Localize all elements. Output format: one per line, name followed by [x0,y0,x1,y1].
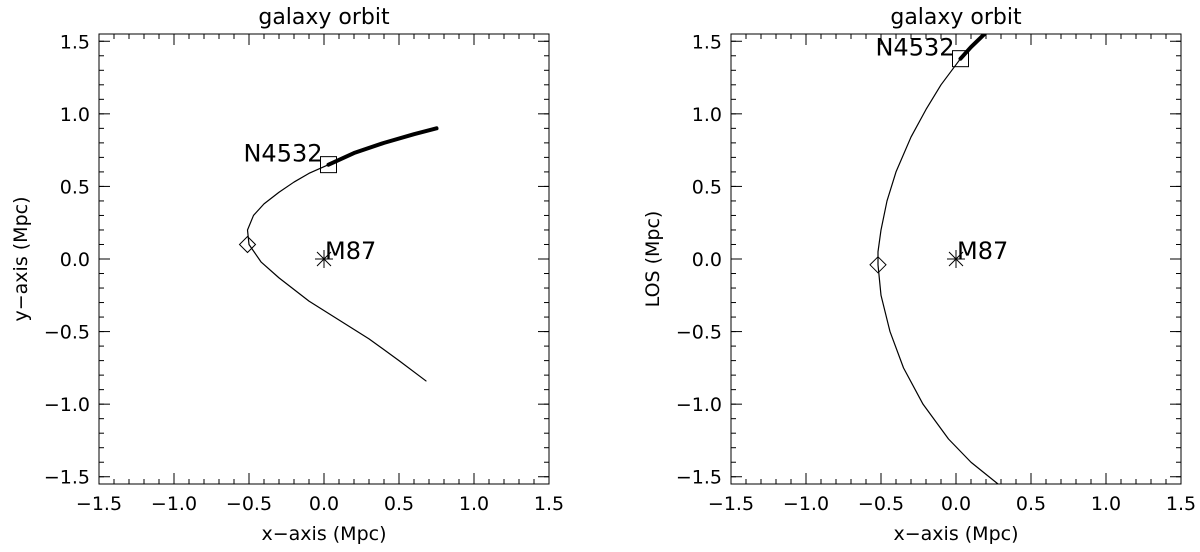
chart-1-y-tick-label: 1.0 [60,104,90,126]
chart-1-x-axis-label: x−axis (Mpc) [262,523,387,545]
chart-2-orbit-thin-line [877,58,999,484]
chart-2-marker-label: N4532 [875,34,954,62]
chart-1-y-tick-label: 0.0 [60,249,90,271]
chart-2-square-marker [952,50,969,68]
chart-1-y-tick-label: −0.5 [44,322,90,344]
chart-1-orbit-thick-line [326,126,439,167]
chart-2-y-tick-label: 1.0 [692,104,722,126]
chart-2-marker-label: M87 [957,237,1008,265]
chart-2-y-tick-label: 1.5 [692,31,722,53]
chart-2-x-tick-label: −0.5 [858,493,904,515]
chart-1-x-tick-label: −0.5 [226,493,272,515]
chart-2-y-tick-label: 0.0 [692,249,722,271]
chart-1-x-tick-label: −1.5 [76,493,122,515]
chart-1-y-axis-label: y−axis (Mpc) [10,197,32,322]
chart-2-y-tick-label: −0.5 [676,322,722,344]
chart-2-x-tick-label: −1.5 [708,493,754,515]
chart-2-x-tick-label: −1.0 [783,493,829,515]
chart-2-x-tick-label: 1.0 [1091,493,1121,515]
chart-1-square-marker [320,156,337,174]
chart-2-x-tick-label: 0.5 [1016,493,1046,515]
chart-2-x-tick-label: 0.0 [941,493,971,515]
chart-2-y-tick-label: 0.5 [692,176,722,198]
chart-1-x-tick-label: −1.0 [151,493,197,515]
chart-2-x-axis-label: x−axis (Mpc) [894,523,1019,545]
chart-1-diamond-marker [238,235,257,254]
chart-2-asterisk-marker [948,251,964,267]
chart-2-orbit-thick-line [958,34,988,61]
chart-1-y-tick-label: −1.5 [44,467,90,489]
chart-1-x-tick-label: 1.0 [459,493,489,515]
chart-2-y-tick-label: −1.0 [676,394,722,416]
chart-1-title: galaxy orbit [258,5,390,30]
chart-2-diamond-marker [869,256,887,274]
chart-1-x-tick-label: 0.0 [309,493,339,515]
chart-1-marker-label: N4532 [243,140,322,168]
chart-1-y-tick-label: 0.5 [60,176,90,198]
chart-1-y-tick-label: −1.0 [44,394,90,416]
chart-2-x-tick-label: 1.5 [1166,493,1196,515]
chart-1-marker-label: M87 [325,237,376,265]
chart-1-x-tick-label: 0.5 [384,493,414,515]
chart-1-asterisk-marker [316,251,332,267]
chart-1-orbit-thin-line [246,164,427,382]
chart-2-y-axis-label: LOS (Mpc) [642,211,664,308]
chart-1-y-tick-label: 1.5 [60,31,90,53]
chart-1-x-tick-label: 1.5 [534,493,564,515]
chart-2-y-tick-label: −1.5 [676,467,722,489]
chart-2-title: galaxy orbit [890,5,1022,30]
